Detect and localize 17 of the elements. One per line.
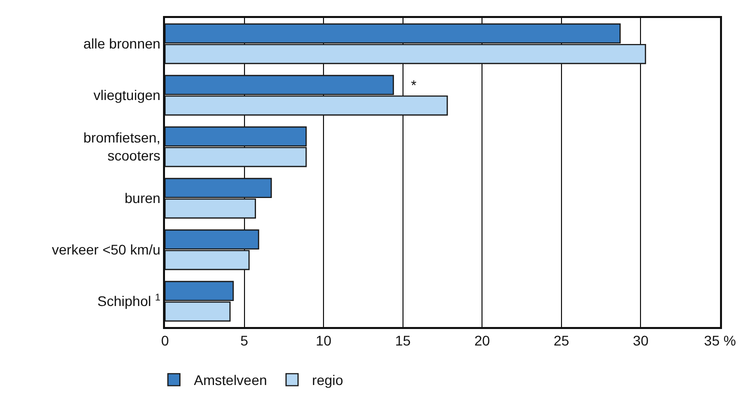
legend-label: Amstelveen (194, 372, 268, 388)
x-tick-label: 20 (474, 332, 490, 349)
x-tick-label: 25 (554, 332, 570, 349)
x-tick-label: 5 (240, 332, 248, 349)
x-tick-label: 0 (161, 332, 170, 349)
y-tick-label: alle bronnen (83, 36, 160, 52)
annotation: * (411, 77, 417, 93)
legend-label: regio (312, 372, 344, 388)
y-tick-label: buren (124, 190, 160, 206)
y-tick-label: bromfietsen, scooters (83, 130, 160, 164)
x-tick-label: 30 (632, 332, 649, 349)
x-tick-label: 35 % (704, 332, 736, 349)
x-tick-label: 10 (316, 332, 332, 349)
x-tick-label: 15 (395, 332, 411, 349)
y-tick-label: vliegtuigen (94, 87, 160, 104)
y-tick-label: verkeer <50 km/u (52, 242, 160, 258)
y-tick-label: Schiphol $^{1}$ (97, 292, 160, 310)
